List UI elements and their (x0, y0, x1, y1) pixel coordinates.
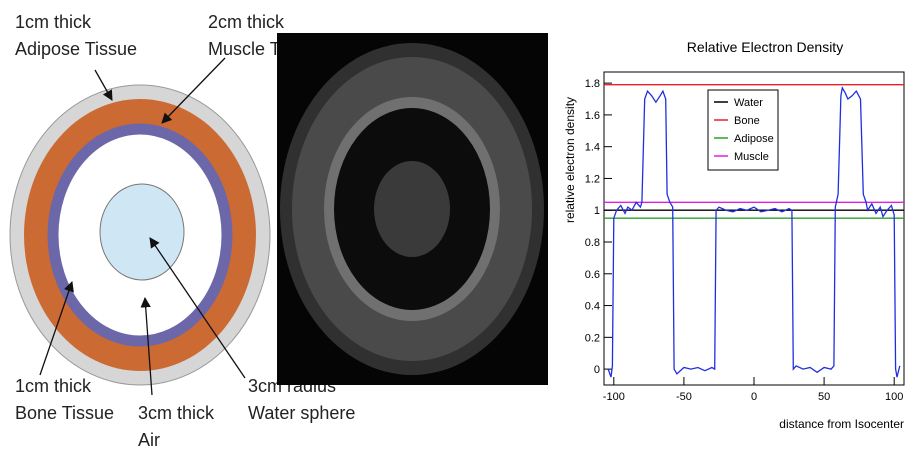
y-axis-label: relative electron density (563, 97, 577, 223)
label: 1cm thick (15, 376, 92, 396)
label: 3cm thick (138, 403, 215, 423)
arrow (149, 237, 246, 379)
y-tick-label: 0.6 (585, 269, 600, 281)
series-line (607, 86, 901, 378)
label: Bone Tissue (15, 403, 114, 423)
y-tick-label: 0 (594, 364, 600, 376)
legend-label: Muscle (734, 151, 769, 163)
water-sphere (99, 183, 185, 281)
x-tick-label: 100 (885, 391, 903, 403)
y-tick-label: 1 (594, 205, 600, 217)
ct-image (277, 33, 548, 385)
arrow (39, 281, 74, 376)
legend-label: Adipose (734, 133, 774, 145)
x-tick-label: -100 (603, 391, 625, 403)
arrow (161, 57, 226, 124)
y-tick-label: 1.2 (585, 173, 600, 185)
arrow (94, 69, 113, 101)
label: 1cm thick (15, 12, 92, 32)
y-tick-label: 1.8 (585, 78, 600, 90)
x-tick-label: 50 (818, 391, 830, 403)
label: Adipose Tissue (15, 39, 137, 59)
x-tick-label: -50 (676, 391, 692, 403)
label: Water sphere (248, 403, 355, 423)
chart-title: Relative Electron Density (687, 39, 843, 55)
label: 2cm thick (208, 12, 285, 32)
y-tick-label: 0.2 (585, 332, 600, 344)
legend-label: Water (734, 97, 763, 109)
x-axis-label: distance from Isocenter (779, 417, 904, 431)
y-tick-label: 0.8 (585, 237, 600, 249)
label: Air (138, 430, 160, 450)
y-tick-label: 0.4 (585, 301, 600, 313)
chart: Relative Electron Density distance from … (563, 39, 905, 431)
y-tick-label: 1.6 (585, 110, 600, 122)
legend-label: Bone (734, 115, 760, 127)
phantom-diagram: 1cm thick Adipose Tissue 2cm thick Muscl… (9, 12, 355, 450)
ct-water (374, 161, 450, 257)
x-tick-label: 0 (751, 391, 757, 403)
arrow (140, 296, 153, 396)
y-tick-label: 1.4 (585, 142, 600, 154)
